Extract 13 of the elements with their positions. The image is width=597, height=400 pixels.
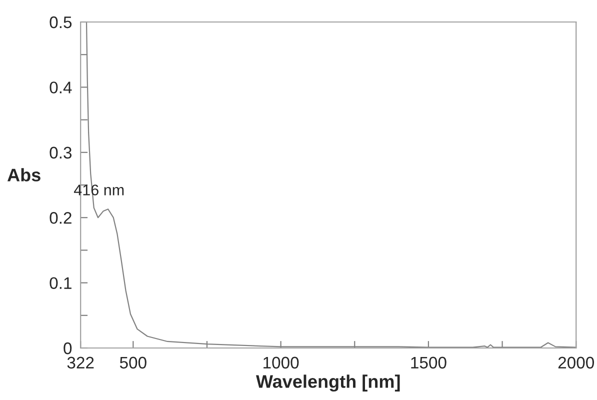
y-tick-label: 0.2 [50,212,72,224]
y-tick-label: 0.5 [50,16,72,28]
y-tick-label: 0.3 [50,146,72,159]
y-axis-title: Abs [7,168,40,182]
y-tick-label: 0.4 [50,82,72,94]
y-tick-label: 0 [64,342,72,354]
x-tick-label: 1500 [411,356,446,369]
x-tick-label: 322 [67,356,94,369]
y-tick-label: 0.1 [50,277,72,290]
x-tick-label: 1000 [264,356,299,369]
x-axis-title: Wavelength [nm] [256,374,400,392]
x-tick-label: 2000 [558,356,594,369]
x-tick-label: 500 [120,356,146,369]
